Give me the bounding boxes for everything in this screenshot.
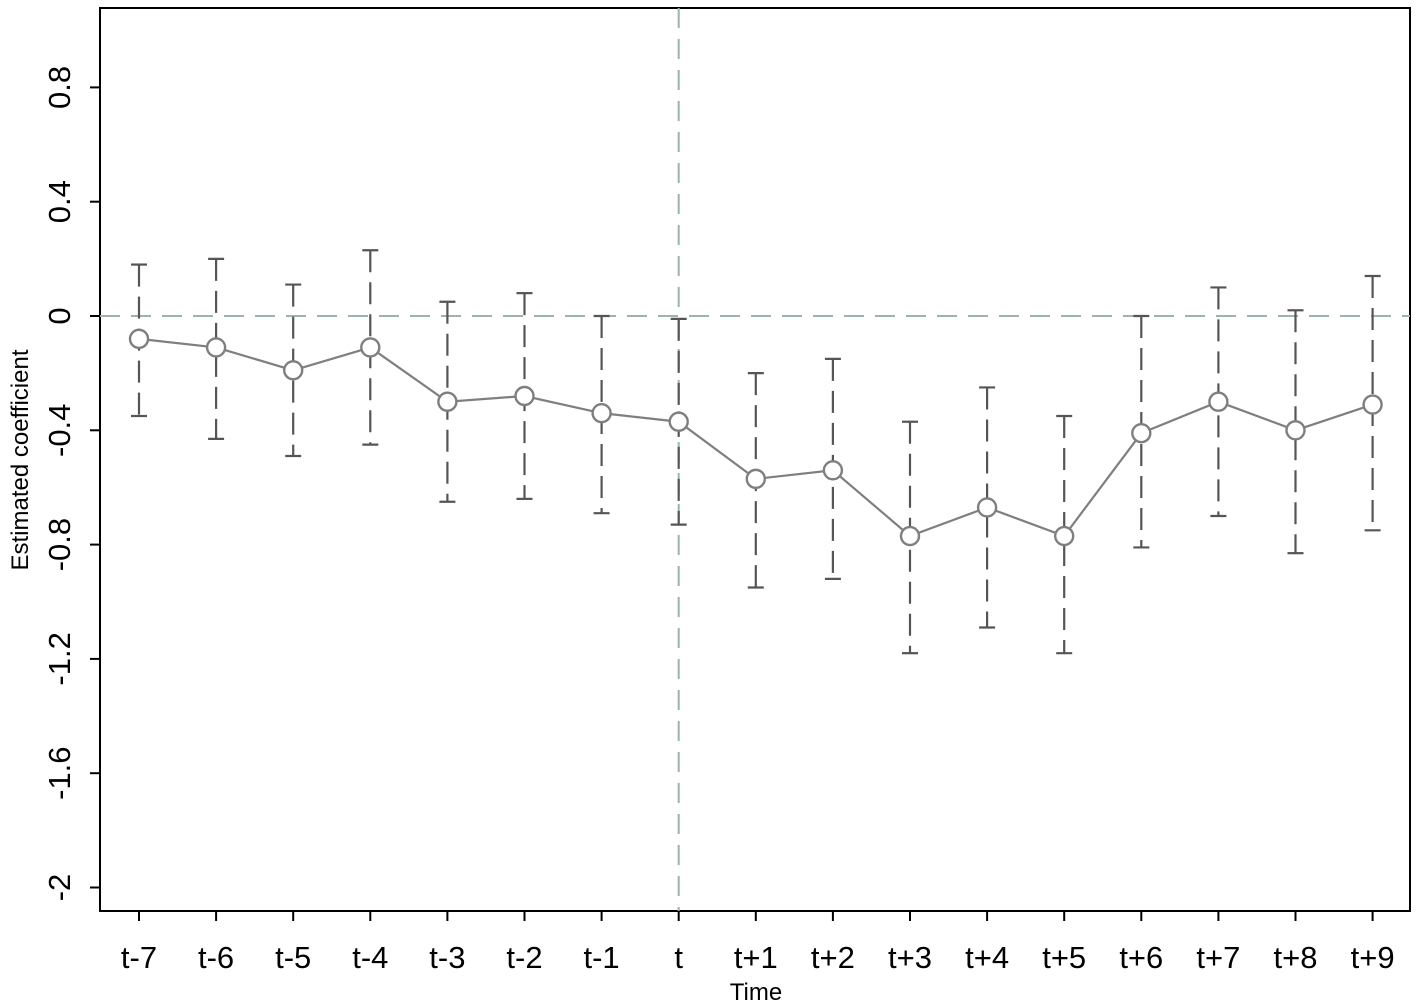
x-tick-label: t-3 bbox=[429, 940, 465, 975]
y-tick-label: 0.4 bbox=[42, 180, 77, 223]
data-point bbox=[1362, 394, 1383, 415]
x-tick-label: t+1 bbox=[734, 940, 778, 975]
x-tick-label: t+8 bbox=[1274, 940, 1318, 975]
error-bar bbox=[1364, 274, 1381, 532]
data-point bbox=[1285, 420, 1306, 441]
x-tick-label: t-4 bbox=[352, 940, 388, 975]
data-point bbox=[899, 525, 921, 547]
y-axis: 0.8 0.4 0 -0.4 -0.8 -1.2 -1.6 -2 bbox=[42, 66, 100, 901]
x-tick-label: t+5 bbox=[1042, 940, 1086, 975]
data-point bbox=[128, 328, 150, 350]
y-tick-label: -2 bbox=[42, 874, 77, 902]
data-point bbox=[283, 360, 304, 381]
x-tick-label: t-2 bbox=[506, 940, 542, 975]
x-tick-label: t bbox=[674, 940, 683, 975]
data-point bbox=[1208, 391, 1229, 412]
y-axis-title: Estimated coefficient bbox=[7, 349, 34, 570]
x-tick-label: t-5 bbox=[275, 940, 311, 975]
y-tick-label: -1.2 bbox=[42, 632, 77, 685]
error-bar bbox=[208, 257, 225, 440]
x-tick-label: t+3 bbox=[888, 940, 932, 975]
data-point bbox=[745, 468, 766, 490]
data-point bbox=[591, 402, 612, 424]
y-tick-label: -0.8 bbox=[42, 518, 77, 571]
x-tick-label: t+2 bbox=[811, 940, 855, 975]
x-tick-label: t-6 bbox=[198, 940, 234, 975]
x-tick-label: t-7 bbox=[121, 940, 157, 975]
x-tick-label: t+9 bbox=[1351, 940, 1395, 975]
y-tick-label: 0 bbox=[42, 307, 77, 324]
data-point bbox=[1131, 422, 1152, 444]
error-bar bbox=[979, 386, 996, 629]
data-point bbox=[514, 385, 535, 407]
error-bar bbox=[1056, 414, 1073, 655]
data-point bbox=[205, 337, 227, 358]
x-axis: t-7 t-6 t-5 t-4 t-3 t-2 t-1 t t+1 t+2 t+3 t+4 t+5 t+6… bbox=[121, 911, 1395, 975]
coefficient-markers bbox=[128, 328, 1383, 547]
y-tick-label: -0.4 bbox=[42, 404, 77, 457]
y-tick-label: -1.6 bbox=[42, 746, 77, 799]
data-point bbox=[822, 460, 844, 481]
x-tick-label: t+4 bbox=[965, 940, 1009, 975]
error-bar bbox=[1287, 309, 1304, 555]
y-tick-label: 0.8 bbox=[42, 66, 77, 109]
x-tick-label: t+6 bbox=[1119, 940, 1163, 975]
x-tick-label: t+7 bbox=[1196, 940, 1240, 975]
data-point bbox=[437, 391, 458, 412]
x-tick-label: t-1 bbox=[584, 940, 620, 975]
data-point bbox=[360, 337, 381, 358]
data-point bbox=[1053, 525, 1075, 547]
x-axis-title: Time bbox=[730, 979, 782, 1006]
data-point bbox=[976, 497, 998, 518]
data-point bbox=[668, 411, 689, 432]
